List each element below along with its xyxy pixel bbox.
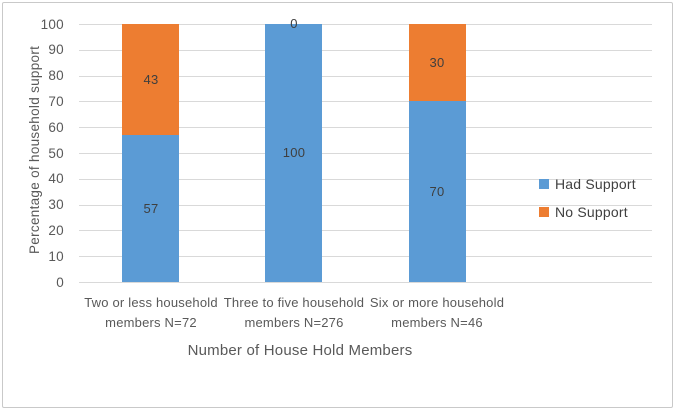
gridline-70 — [79, 101, 652, 102]
y-tick-label-10: 10 — [48, 249, 64, 264]
y-tick-label-20: 20 — [48, 223, 64, 238]
y-tick-label-30: 30 — [48, 197, 64, 212]
y-tick-label-80: 80 — [48, 68, 64, 83]
legend-label: Had Support — [555, 176, 636, 192]
bar-segment-had-support — [265, 24, 322, 282]
x-category-label: Two or less household members N=72 — [79, 293, 223, 333]
y-tick-label-40: 40 — [48, 171, 64, 186]
x-category-label-line: Two or less household — [84, 295, 218, 310]
bar-segment-had-support — [409, 101, 466, 282]
x-category-label-line: members N=276 — [244, 315, 344, 330]
y-tick-label-50: 50 — [48, 146, 64, 161]
bar-segment-no-support — [409, 24, 466, 102]
y-tick-label-70: 70 — [48, 94, 64, 109]
data-label: 100 — [282, 145, 306, 160]
gridline-50 — [79, 153, 652, 154]
gridline-60 — [79, 127, 652, 128]
data-label: 70 — [429, 183, 445, 199]
bar-segment-no-support — [122, 24, 179, 135]
legend-swatch-icon — [539, 179, 549, 189]
x-category-label: Six or more household members N=46 — [365, 293, 509, 333]
gridline-10 — [79, 256, 652, 257]
bar-segment-had-support — [122, 134, 179, 282]
gridline-80 — [79, 76, 652, 77]
legend-item-no-support: No Support — [539, 203, 628, 221]
y-tick-label-100: 100 — [40, 17, 64, 32]
data-label: 30 — [429, 54, 445, 70]
legend-item-had-support: Had Support — [539, 175, 636, 193]
gridline-90 — [79, 50, 652, 51]
y-tick-label-90: 90 — [48, 42, 64, 57]
plot-area: 57 43 100 0 70 30 — [79, 16, 652, 283]
data-label: 0 — [290, 16, 298, 31]
gridline-20 — [79, 230, 652, 231]
x-category-label-line: members N=46 — [391, 315, 483, 330]
x-category-label-line: members N=72 — [105, 315, 197, 330]
gridline-100 — [79, 24, 652, 25]
data-label: 43 — [143, 71, 159, 87]
x-category-label-line: Three to five household — [223, 295, 365, 310]
y-tick-label-60: 60 — [48, 120, 64, 135]
gridline-0 — [79, 282, 652, 283]
gridline-30 — [79, 205, 652, 206]
legend-label: No Support — [555, 204, 628, 220]
y-tick-label-0: 0 — [56, 275, 64, 290]
x-category-label-line: Six or more household — [369, 295, 505, 310]
x-axis-title: Number of House Hold Members — [187, 342, 413, 359]
gridline-40 — [79, 179, 652, 180]
legend-swatch-icon — [539, 207, 549, 217]
data-label: 57 — [143, 200, 159, 216]
x-category-label: Three to five household members N=276 — [222, 293, 366, 333]
